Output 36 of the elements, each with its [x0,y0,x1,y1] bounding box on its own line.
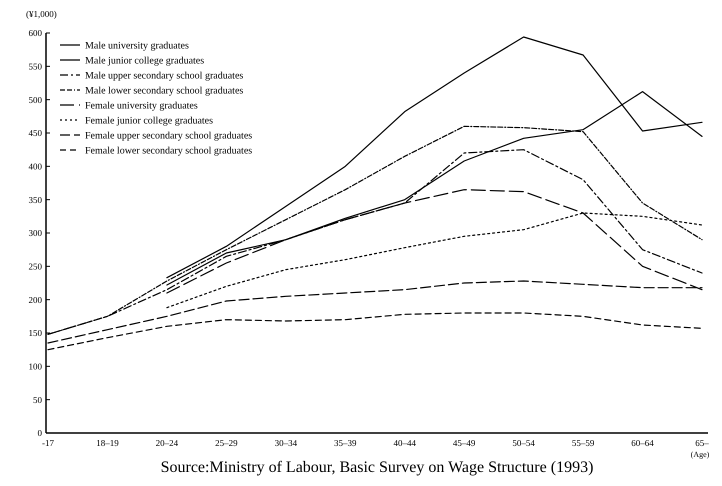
x-tick-label: 18–19 [96,438,120,448]
legend-label: Female upper secondary school graduates [85,130,252,142]
x-tick-label: 65– [695,438,710,448]
y-tick-label: 500 [28,94,42,105]
legend-label: Female junior college graduates [85,116,214,126]
y-tick-label: 200 [28,294,42,305]
x-tick-label: 45–49 [452,438,476,448]
y-tick-label: 600 [28,28,42,38]
y-tick-label: 400 [28,161,42,172]
x-tick-label: 40–44 [393,438,416,448]
x-tick-label: 60–64 [631,438,654,448]
y-axis-title: (¥1,000) [26,9,57,19]
y-tick-label: 150 [28,328,42,338]
legend-label: Male lower secondary school graduates [85,86,244,96]
legend-label: Male university graduates [85,40,189,52]
x-axis-title: (Age) [690,450,710,459]
x-tick-label: -17 [42,438,54,448]
x-tick-label: 30–34 [274,438,298,448]
source-note: Source:Ministry of Labour, Basic Survey on Wage Structure (1993) [160,459,594,476]
x-tick-label: 20–24 [156,438,179,448]
x-tick-label: 25–29 [215,438,238,448]
legend-label: Female university graduates [85,100,198,112]
x-tick-label: 50–54 [512,438,536,448]
legend-label: Female lower secondary school graduates [85,146,252,156]
y-tick-label: 100 [28,361,42,372]
y-tick-label: 350 [28,194,42,205]
y-tick-label: 300 [28,228,42,238]
x-tick-label: 55–59 [572,438,595,448]
y-tick-label: 0 [38,428,42,438]
y-tick-label: 450 [28,128,42,138]
y-tick-label: 550 [28,61,42,72]
y-tick-label: 250 [28,261,42,272]
legend-label: Male upper secondary school graduates [85,70,244,82]
legend-label: Male junior college graduates [85,56,204,66]
x-tick-label: 35–39 [334,438,358,448]
y-tick-label: 50 [33,394,42,405]
